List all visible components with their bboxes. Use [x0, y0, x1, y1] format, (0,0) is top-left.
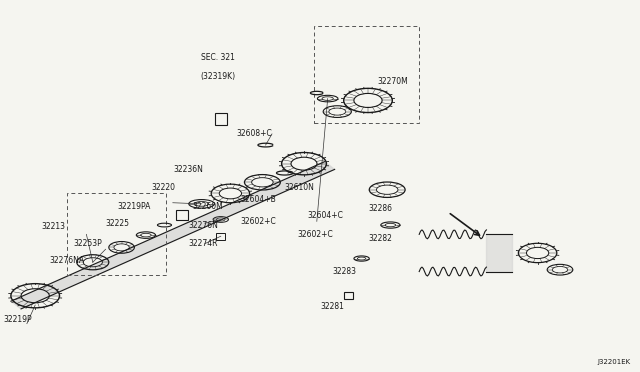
- Text: 32283: 32283: [333, 267, 357, 276]
- Text: 32253P: 32253P: [74, 239, 102, 248]
- Text: 32281: 32281: [320, 302, 344, 311]
- Text: 32276NA: 32276NA: [49, 256, 84, 265]
- Text: 32219P: 32219P: [3, 315, 32, 324]
- Text: 32610N: 32610N: [285, 183, 315, 192]
- Text: SEC. 321: SEC. 321: [201, 53, 234, 62]
- Text: J32201EK: J32201EK: [597, 359, 630, 365]
- Text: 32604+B: 32604+B: [240, 195, 276, 203]
- Text: 32282: 32282: [368, 234, 392, 243]
- Text: 32270M: 32270M: [378, 77, 408, 86]
- Text: 32604+C: 32604+C: [307, 211, 343, 220]
- Text: 32220: 32220: [152, 183, 175, 192]
- Bar: [216, 232, 225, 240]
- Polygon shape: [11, 162, 335, 309]
- Bar: [344, 292, 353, 299]
- Bar: [215, 113, 227, 125]
- Text: 32225: 32225: [106, 219, 130, 228]
- Text: 32274R: 32274R: [189, 239, 218, 248]
- Bar: [67, 193, 166, 275]
- Text: 32602+C: 32602+C: [298, 230, 333, 239]
- Bar: [176, 210, 188, 219]
- Text: 32602+C: 32602+C: [240, 217, 276, 226]
- Text: 32213: 32213: [42, 222, 65, 231]
- Text: 32236N: 32236N: [173, 165, 204, 174]
- Text: 32286: 32286: [368, 204, 392, 213]
- Text: 32260M: 32260M: [192, 202, 223, 211]
- Text: 32276N: 32276N: [189, 221, 219, 230]
- Bar: [314, 26, 419, 123]
- Text: 32219PA: 32219PA: [117, 202, 150, 211]
- Text: (32319K): (32319K): [200, 72, 235, 81]
- Text: 32608+C: 32608+C: [237, 129, 273, 138]
